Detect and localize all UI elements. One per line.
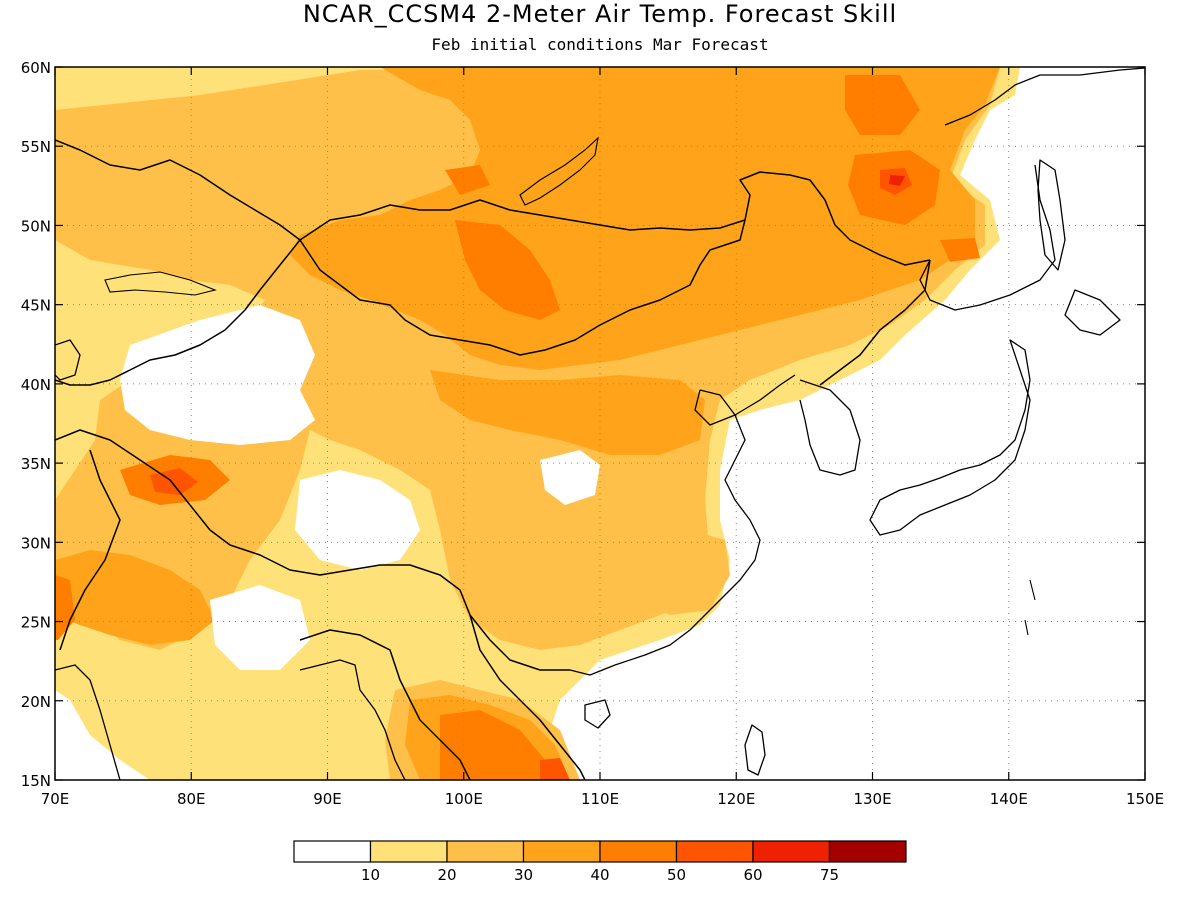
shade-50-60-indochina [540,758,570,780]
shade-void-yunnan [210,585,310,670]
colorbar-label: 30 [514,866,533,884]
lat-tick-label: 15N [21,772,51,790]
lon-tick-label: 110E [581,790,619,808]
coast-hainan [584,699,611,729]
shade-band-30-40-north [290,67,1000,370]
shade-40-50-far-east [845,75,920,135]
coast-russia-far-east [919,67,1145,311]
lat-tick-label: 50N [21,217,51,235]
coast-taiwan [744,724,766,776]
lon-tick-label: 100E [445,790,483,808]
border-russia-mongolia [299,171,931,266]
coast-india-bay-of-bengal [299,659,406,780]
colorbar-swatch [369,840,448,863]
shade-40-50-siberia [445,165,490,195]
lake-baikal [519,136,599,206]
lat-tick-label: 60N [21,59,51,77]
colorbar-label: 40 [590,866,609,884]
philippines [1024,579,1036,636]
coast-sakhalin [1037,159,1066,271]
shade-60-75-manchuria [889,175,905,186]
shade-void-central-china [540,450,600,505]
colorbar-swatch [293,840,372,863]
border-kazakhstan [55,139,301,386]
lat-tick-label: 35N [21,455,51,473]
lon-tick-label: 90E [313,790,342,808]
chart-title: NCAR_CCSM4 2-Meter Air Temp. Forecast Sk… [303,0,897,28]
lon-tick-label: 70E [41,790,70,808]
colorbar-label: 10 [361,866,380,884]
lon-tick-label: 140E [990,790,1028,808]
shade-void-tarim [120,305,315,445]
coast-bohai [694,374,796,426]
colorbar-swatch [599,840,678,863]
lat-tick-label: 55N [21,138,51,156]
lon-tick-label: 150E [1126,790,1164,808]
colorbar-label: 60 [743,866,762,884]
lake-balkhash [104,271,217,296]
shade-40-50-mongolia [455,220,560,320]
lat-tick-label: 25N [21,614,51,632]
coast-india-west [55,664,121,780]
lat-axis: 15N 20N 25N 30N 35N 40N 45N 50N 55N 60N [21,59,1145,790]
border-indochina [469,614,586,780]
coastlines [55,67,1145,780]
border-india-pakistan [59,449,121,651]
lat-tick-label: 45N [21,297,51,315]
skill-shading [55,67,1020,780]
colorbar-swatch [675,840,754,863]
shade-40-50-west [55,575,75,640]
border-mongolia-china [299,219,746,356]
shade-void-tibet [295,470,420,570]
chart-subtitle: Feb initial conditions Mar Forecast [431,35,768,54]
lat-tick-label: 40N [21,376,51,394]
gridlines [55,67,1145,780]
lon-tick-label: 130E [853,790,891,808]
colorbar-swatch [446,840,525,863]
lon-tick-label: 80E [177,790,206,808]
colorbar-label: 50 [667,866,686,884]
shade-band-30-40-interior [430,370,705,455]
coast-caspian [55,339,81,381]
colorbar-swatch [752,840,831,863]
lat-tick-label: 20N [21,693,51,711]
colorbar-swatch [522,840,601,863]
lon-axis: 70E 80E 90E 100E 110E 120E 130E 140E 150E [41,67,1164,808]
colorbar-label: 75 [820,866,839,884]
border-china-himalaya [55,429,570,671]
shade-40-50-east [940,238,980,262]
colorbar-swatch [828,840,907,863]
lon-tick-label: 120E [717,790,755,808]
lat-tick-label: 30N [21,534,51,552]
colorbar: 10 20 30 40 50 60 75 [293,840,907,884]
colorbar-label: 20 [437,866,456,884]
coast-korea [799,379,861,476]
border-burma-thailand [299,629,471,780]
coast-china-east [569,389,761,676]
shade-south-china-20-30 [625,530,730,615]
shade-40-50-southeast [440,710,560,780]
coast-japan [869,289,1121,536]
